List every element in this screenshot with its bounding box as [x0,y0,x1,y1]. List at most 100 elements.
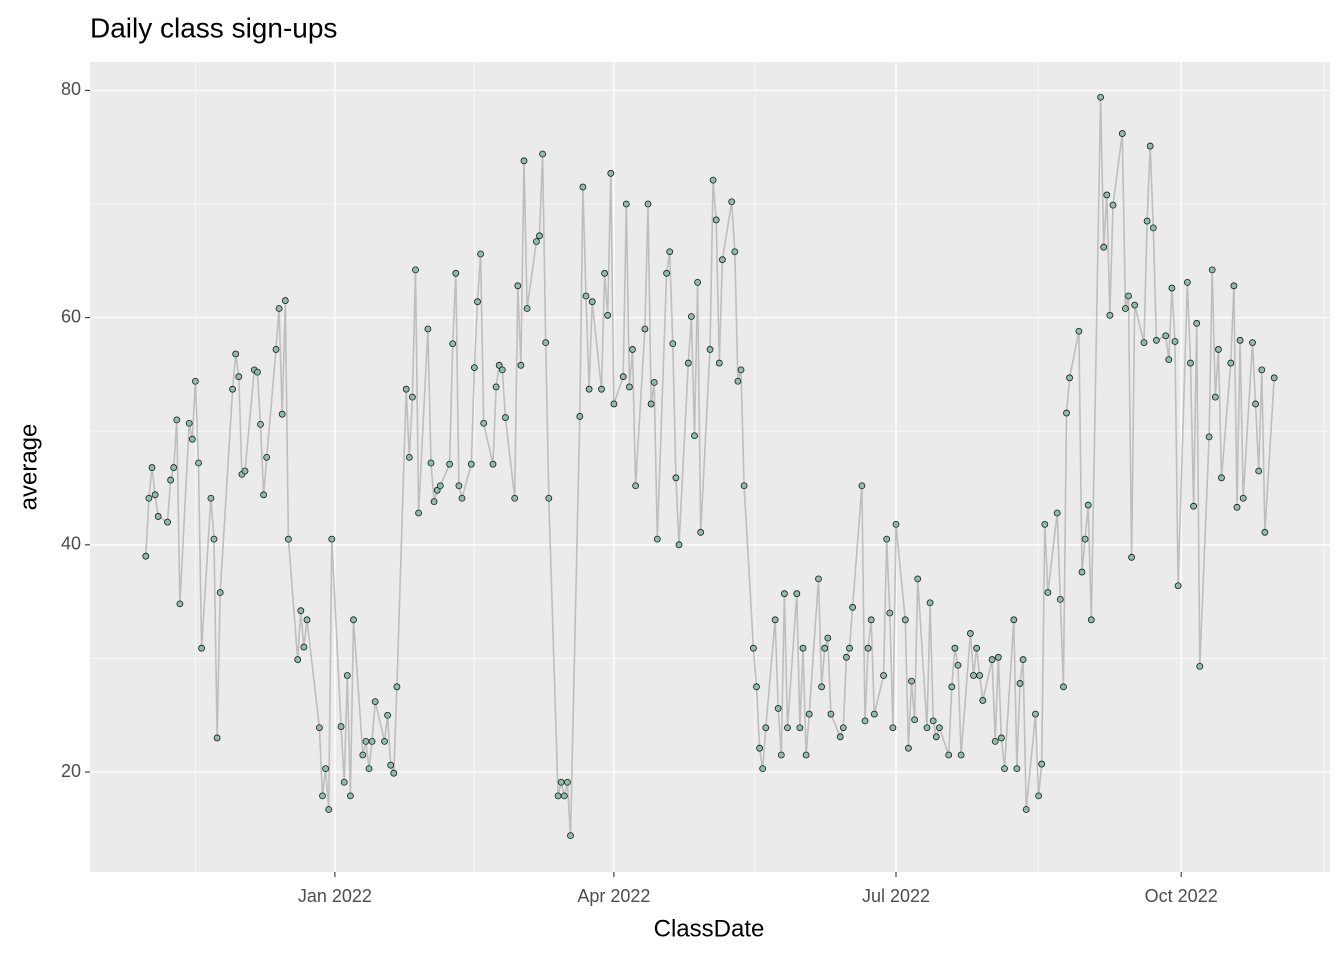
data-point [666,248,674,256]
x-tick-label: Jul 2022 [862,886,930,906]
data-point [1106,311,1114,319]
data-point [210,535,218,543]
data-point [467,460,475,468]
data-point [1035,792,1042,800]
data-point [343,672,351,679]
data-point [626,383,633,391]
data-point [542,339,550,347]
data-point [712,216,720,224]
data-point [520,157,528,165]
data-point [576,413,584,420]
data-point [480,419,488,427]
data-point [1066,374,1073,382]
data-point [346,792,354,800]
data-point [325,806,333,813]
data-point [1019,656,1027,663]
data-point [151,491,159,499]
data-point [1143,217,1151,225]
data-point [1125,292,1132,300]
data-point [740,482,748,490]
data-point [861,717,869,725]
data-point [322,765,330,773]
data-point [536,232,543,240]
data-point [688,313,695,320]
data-point [846,644,853,652]
data-point [1041,520,1049,528]
data-point [1270,374,1278,382]
data-point [672,474,680,482]
data-point [384,711,392,719]
data-point [564,778,571,786]
data-point [1063,409,1070,417]
data-point [1038,760,1046,768]
data-point [514,282,522,290]
data-point [1118,130,1126,137]
data-point [1060,683,1067,691]
data-point [753,683,760,691]
data-point [470,364,478,371]
data-point [545,494,553,502]
data-point [771,616,779,624]
data-point [886,609,894,617]
data-point [836,733,844,741]
data-point [719,256,726,264]
y-tick-label: 40 [61,534,81,554]
data-point [781,590,788,598]
data-point [253,368,261,376]
data-point [967,630,974,637]
data-point [932,733,940,741]
data-point [604,311,612,319]
data-point [607,169,615,177]
data-point [737,366,745,374]
data-point [297,607,305,615]
data-point [619,373,627,381]
data-point [294,656,302,663]
data-point [951,644,959,652]
x-axis-label: ClassDate [654,915,765,942]
data-point [756,744,763,752]
data-point [412,266,419,274]
data-point [1022,806,1030,813]
data-point [1261,528,1269,536]
data-point [1097,93,1104,101]
data-point [1211,393,1219,401]
data-point [1205,433,1213,441]
data-point [824,634,832,642]
data-point [1258,366,1266,374]
data-point [598,385,605,393]
data-point [241,467,249,475]
data-point [328,535,336,543]
data-point [911,716,918,724]
data-point [381,737,388,745]
data-point [1165,356,1173,364]
data-point [145,494,153,502]
data-point [641,325,649,333]
data-point [430,498,438,506]
data-point [1078,568,1086,576]
data-point [1239,494,1247,502]
data-point [229,385,237,393]
data-point [436,482,444,490]
data-point [1087,616,1095,624]
data-point [622,200,630,208]
data-point [1032,710,1039,718]
data-point [1255,467,1263,475]
data-point [539,150,546,158]
y-tick-label: 20 [61,761,81,781]
data-point [998,734,1005,742]
data-point [1208,266,1216,274]
data-point [945,751,953,759]
data-point [892,520,900,528]
data-point [415,509,423,517]
data-point [691,432,698,440]
data-point [300,643,308,651]
data-point [257,420,264,428]
data-point [1215,346,1222,353]
data-point [1187,359,1194,367]
data-point [957,751,965,759]
data-point [424,325,432,333]
data-point [629,346,636,353]
data-point [867,616,875,624]
y-axis-label: average [15,424,42,511]
data-point [319,792,326,800]
